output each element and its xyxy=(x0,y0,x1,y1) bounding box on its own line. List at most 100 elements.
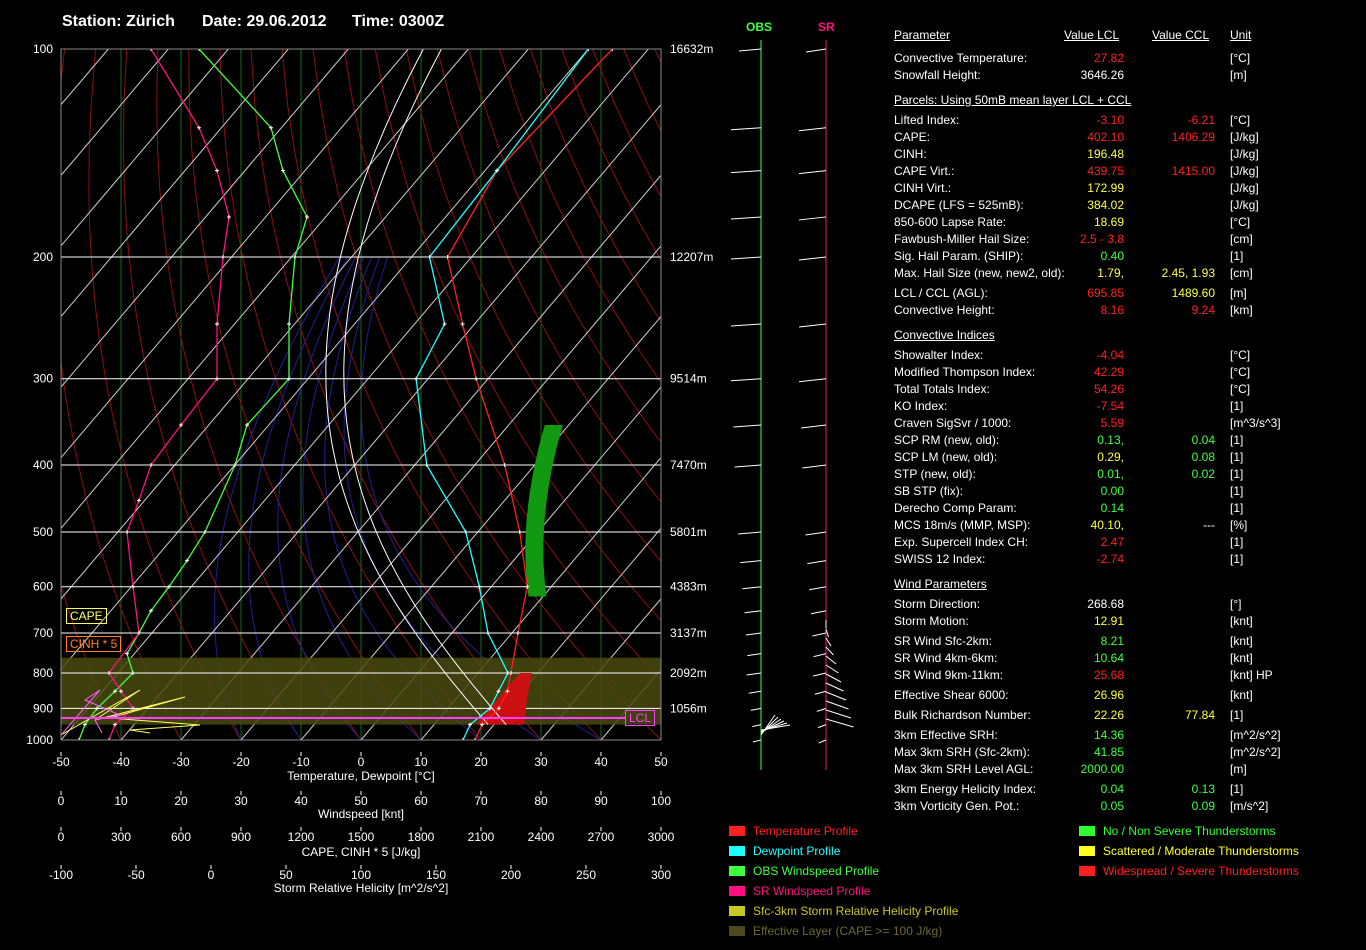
cape-tag: CAPE xyxy=(66,608,107,624)
value-lcl: 27.82 xyxy=(1093,51,1124,65)
isotherm xyxy=(240,245,661,740)
series-point xyxy=(505,671,510,676)
srh-axis-label: Storm Relative Helicity [m^2/s^2] xyxy=(274,881,449,895)
obs-wind-barb xyxy=(730,378,762,382)
series-point xyxy=(131,584,135,589)
series-point xyxy=(83,722,87,727)
cape-tick-label: 1200 xyxy=(288,830,315,844)
value-ccl: 0.13 xyxy=(1191,782,1215,796)
wind-tick-label: 80 xyxy=(534,794,548,808)
sr-wind-barb xyxy=(817,724,827,729)
station-title: Station: Zürich xyxy=(62,13,175,30)
unit: [°C] xyxy=(1230,382,1251,396)
height-label: 4383m xyxy=(670,580,707,594)
sr-wind-barb xyxy=(825,637,832,647)
wind-tick-label: 100 xyxy=(651,794,671,808)
unit: [m^2/s^2] xyxy=(1230,728,1281,742)
value-ccl: 0.09 xyxy=(1191,799,1215,813)
obs-wind-barb xyxy=(730,256,762,260)
series-point xyxy=(119,689,123,694)
value-lcl: 0.04 xyxy=(1100,782,1124,796)
legend-swatch xyxy=(729,866,745,876)
dry-adiabat xyxy=(467,49,661,444)
param-name: Max. Hail Size (new, new2, old): xyxy=(894,266,1065,280)
sr-wind-barb xyxy=(825,646,834,656)
series-point xyxy=(221,255,225,260)
series-point xyxy=(480,722,485,727)
cape-tick-label: 1500 xyxy=(348,830,375,844)
value-ccl: -6.21 xyxy=(1187,113,1215,127)
wind-tick-label: 90 xyxy=(594,794,608,808)
wind-barb-layer xyxy=(730,40,854,770)
series-point xyxy=(293,255,297,260)
unit: [1] xyxy=(1230,484,1244,498)
dry-adiabat xyxy=(748,49,1366,740)
sr-wind-barb xyxy=(813,653,827,658)
sr-wind-barb xyxy=(818,739,827,744)
unit: [1] xyxy=(1230,433,1244,447)
sr-wind-barb xyxy=(806,48,827,53)
isotherm xyxy=(420,456,661,740)
cape-tick-label: 900 xyxy=(231,830,251,844)
wind-tick-label: 10 xyxy=(114,794,128,808)
series-point xyxy=(233,463,237,468)
srh-tick-label: -50 xyxy=(127,868,145,882)
param-name: CAPE Virt.: xyxy=(894,164,955,178)
series-point xyxy=(227,214,231,219)
series-point xyxy=(502,463,507,468)
obs-label: OBS xyxy=(746,20,773,34)
value-lcl: -2.74 xyxy=(1096,552,1124,566)
srh-profile xyxy=(61,689,201,736)
series-point xyxy=(496,706,501,711)
obs-wind-barb xyxy=(760,714,776,736)
series-point xyxy=(414,376,419,381)
value-ccl: 77.84 xyxy=(1184,708,1215,722)
legend-label: OBS Windspeed Profile xyxy=(753,864,880,878)
series-point xyxy=(167,584,171,589)
param-name: Sig. Hail Param. (SHIP): xyxy=(894,249,1024,263)
value-lcl: 196.48 xyxy=(1087,147,1124,161)
sr-wind-barb xyxy=(798,216,827,221)
wind-tick-label: 50 xyxy=(354,794,368,808)
legend-label: No / Non Severe Thunderstorms xyxy=(1103,824,1276,838)
pressure-tick-label: 200 xyxy=(33,250,53,264)
value-ccl: 1489.60 xyxy=(1171,286,1215,300)
series-point xyxy=(494,168,499,173)
temp-tick-label: 30 xyxy=(534,755,548,769)
unit: [°C] xyxy=(1230,365,1251,379)
unit: [J/kg] xyxy=(1230,198,1259,212)
obs-wind-barb xyxy=(730,216,762,220)
pressure-tick-label: 800 xyxy=(33,666,53,680)
height-label: 16632m xyxy=(670,42,713,56)
param-name: KO Index: xyxy=(894,399,948,413)
temp-axis-label: Temperature, Dewpoint [°C] xyxy=(287,769,435,783)
sr-wind-barb xyxy=(825,709,852,719)
pressure-tick-label: 1000 xyxy=(26,733,53,747)
series-point xyxy=(442,321,447,326)
series-line-2 xyxy=(78,49,308,740)
unit: [1] xyxy=(1230,782,1244,796)
param-name: Convective Temperature: xyxy=(894,51,1028,65)
value-lcl: 2.47 xyxy=(1100,535,1124,549)
value-lcl: 0.00 xyxy=(1100,484,1124,498)
series-point xyxy=(427,255,432,260)
height-label: 1056m xyxy=(670,701,707,715)
series-point xyxy=(131,671,135,676)
param-name: Fawbush-Miller Hail Size: xyxy=(894,232,1030,246)
value-lcl: 0.14 xyxy=(1100,501,1124,515)
legend-label: Effective Layer (CAPE >= 100 J/kg) xyxy=(753,924,943,938)
series-point xyxy=(185,558,189,563)
dry-adiabat xyxy=(717,49,1366,740)
sr-wind-barb xyxy=(809,586,827,591)
value-lcl: 26.96 xyxy=(1093,688,1124,702)
series-point xyxy=(149,49,153,51)
obs-wind-barb xyxy=(730,323,762,327)
value-lcl: 695.85 xyxy=(1087,286,1124,300)
temp-tick-label: -40 xyxy=(112,755,130,769)
series-point xyxy=(215,168,219,173)
pressure-tick-label: 700 xyxy=(33,626,53,640)
series-point xyxy=(460,321,465,326)
cape-tick-label: 2700 xyxy=(588,830,615,844)
unit: [J/kg] xyxy=(1230,147,1259,161)
obs-wind-barb xyxy=(730,170,762,174)
